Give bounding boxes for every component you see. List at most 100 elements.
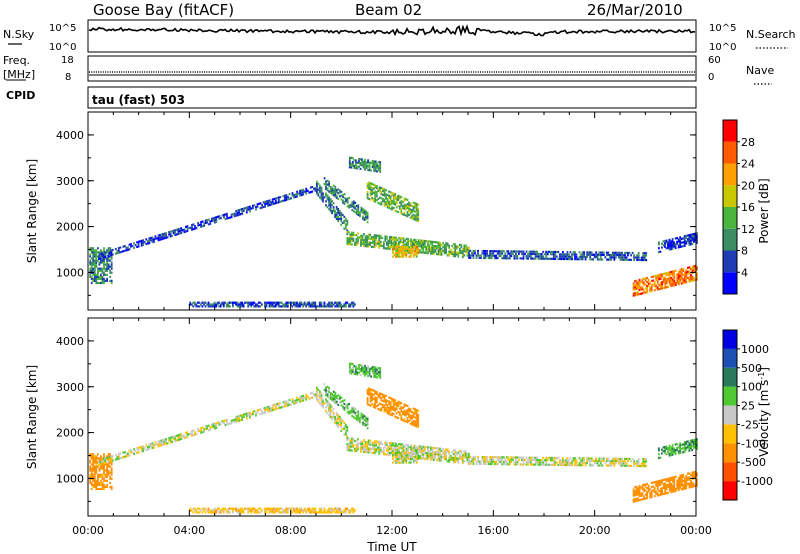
- heatmap-cell: [366, 401, 369, 404]
- heatmap-cell: [210, 425, 213, 429]
- heatmap-cell: [300, 301, 303, 304]
- heatmap-cell: [225, 303, 228, 306]
- heatmap-cell: [621, 464, 623, 467]
- heatmap-cell: [440, 449, 443, 452]
- heatmap-cell: [534, 252, 537, 256]
- heatmap-cell: [110, 255, 113, 258]
- heatmap-cell: [250, 511, 253, 514]
- heatmap-cell: [209, 305, 211, 308]
- heatmap-cell: [357, 417, 360, 421]
- heatmap-cell: [335, 419, 338, 423]
- heatmap-cell: [659, 285, 662, 288]
- heatmap-cell: [402, 247, 405, 251]
- heatmap-cell: [352, 162, 354, 165]
- heatmap-cell: [683, 477, 686, 480]
- heatmap-cell: [367, 371, 369, 374]
- heatmap-cell: [368, 163, 371, 166]
- heatmap-cell: [458, 251, 461, 254]
- heatmap-cell: [407, 444, 409, 447]
- heatmap-cell: [661, 481, 664, 484]
- heatmap-cell: [361, 448, 364, 451]
- heatmap-cell: [572, 251, 575, 254]
- heatmap-cell: [360, 210, 363, 213]
- heatmap-cell: [349, 203, 352, 206]
- heatmap-cell: [325, 184, 327, 187]
- heatmap-cell: [137, 243, 140, 246]
- heatmap-cell: [417, 453, 420, 457]
- heatmap-cell: [235, 507, 237, 510]
- heatmap-cell: [349, 449, 352, 452]
- heatmap-cell: [271, 198, 274, 201]
- heatmap-cell: [408, 419, 410, 422]
- heatmap-cell: [646, 277, 648, 280]
- heatmap-cell: [635, 287, 638, 290]
- heatmap-cell: [685, 485, 688, 488]
- heatmap-cell: [584, 464, 587, 467]
- heatmap-cell: [294, 303, 297, 306]
- heatmap-cell: [677, 450, 680, 453]
- heatmap-cell: [369, 233, 371, 236]
- heatmap-cell: [220, 423, 222, 426]
- heatmap-cell: [484, 456, 487, 459]
- heatmap-cell: [656, 288, 659, 291]
- heatmap-cell: [386, 408, 389, 411]
- heatmap-cell: [518, 456, 520, 459]
- heatmap-cell: [353, 166, 356, 169]
- heatmap-cell: [107, 263, 110, 266]
- heatmap-cell: [414, 249, 417, 252]
- heatmap-cell: [618, 460, 620, 463]
- heatmap-cell: [665, 486, 668, 489]
- heatmap-cell: [417, 457, 420, 460]
- heatmap-cell: [653, 489, 656, 492]
- heatmap-cell: [215, 424, 218, 427]
- heatmap-cell: [677, 446, 680, 449]
- heatmap-cell: [320, 190, 323, 193]
- heatmap-cell: [466, 252, 469, 255]
- heatmap-cell: [411, 452, 414, 455]
- heatmap-cell: [676, 487, 679, 490]
- heatmap-cell: [392, 450, 394, 453]
- heatmap-cell: [325, 200, 327, 203]
- heatmap-cell: [417, 247, 420, 251]
- heatmap-cell: [664, 492, 667, 495]
- heatmap-cell: [537, 459, 540, 462]
- heatmap-cell: [673, 480, 676, 483]
- heatmap-cell: [209, 222, 212, 225]
- heatmap-cell: [95, 257, 98, 260]
- heatmap-cell: [244, 301, 246, 304]
- heatmap-cell: [163, 438, 166, 441]
- heatmap-cell: [352, 206, 355, 209]
- heatmap-cell: [683, 479, 686, 482]
- heatmap-cell: [664, 276, 667, 279]
- heatmap-cell: [375, 444, 378, 447]
- heatmap-cell: [601, 253, 604, 256]
- heatmap-cell: [404, 455, 406, 458]
- heatmap-cell: [670, 446, 672, 449]
- heatmap-cell: [401, 443, 403, 446]
- heatmap-cell: [235, 418, 238, 421]
- heatmap-cell: [417, 243, 420, 246]
- heatmap-cell: [445, 250, 447, 253]
- heatmap-cell: [192, 511, 195, 514]
- heatmap-cell: [685, 475, 688, 478]
- heatmap-cell: [632, 494, 635, 497]
- heatmap-cell: [342, 405, 344, 408]
- heatmap-cell: [408, 209, 410, 212]
- heatmap-cell: [276, 303, 278, 306]
- heatmap-cell: [382, 200, 384, 203]
- heatmap-cell: [395, 247, 397, 251]
- heatmap-cell: [507, 250, 510, 253]
- heatmap-cell: [374, 372, 377, 375]
- heatmap-cell: [219, 511, 222, 514]
- heatmap-cell: [419, 239, 422, 242]
- heatmap-cell: [311, 305, 314, 308]
- heatmap-cell: [638, 286, 641, 290]
- heatmap-cell: [374, 392, 377, 395]
- heatmap-cell: [110, 257, 113, 260]
- heatmap-cell: [110, 261, 113, 264]
- heatmap-cell: [637, 491, 639, 494]
- heatmap-cell: [399, 443, 402, 446]
- heatmap-cell: [557, 456, 560, 460]
- heatmap-cell: [367, 233, 370, 236]
- heatmap-cell: [335, 421, 338, 425]
